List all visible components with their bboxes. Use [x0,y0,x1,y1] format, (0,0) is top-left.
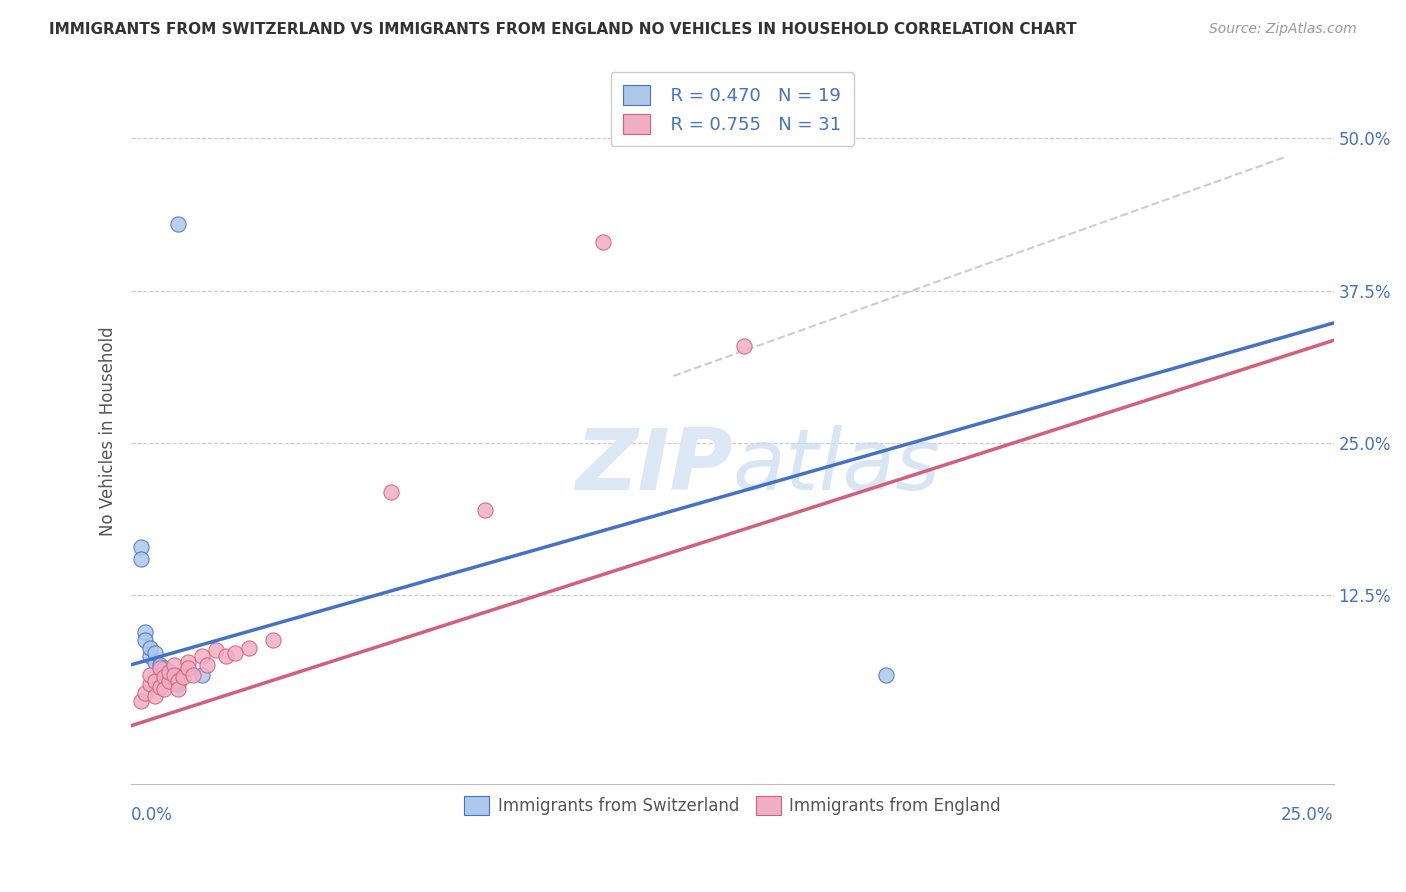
Point [157,665,180,679]
Point [148,657,170,672]
Point [262,633,284,648]
Point [153,682,176,697]
Point [181,667,204,681]
Text: ZIP: ZIP [575,425,733,508]
Point [592,235,614,249]
Point [163,657,186,672]
Point [148,667,170,681]
Point [172,670,194,684]
Point [143,690,166,704]
Point [139,677,162,691]
Point [238,640,260,655]
Point [177,656,200,670]
Point [139,640,162,655]
Point [214,649,236,664]
Point [157,673,180,688]
Point [153,661,176,675]
Point [139,649,162,664]
Text: Source: ZipAtlas.com: Source: ZipAtlas.com [1209,22,1357,37]
Point [163,670,186,684]
Point [129,540,152,554]
Point [153,670,176,684]
Text: IMMIGRANTS FROM SWITZERLAND VS IMMIGRANTS FROM ENGLAND NO VEHICLES IN HOUSEHOLD : IMMIGRANTS FROM SWITZERLAND VS IMMIGRANT… [49,22,1077,37]
Point [191,667,214,681]
Legend: Immigrants from Switzerland, Immigrants from England: Immigrants from Switzerland, Immigrants … [457,789,1007,822]
Point [733,338,755,352]
Point [143,656,166,670]
Point [167,217,190,231]
Point [139,667,162,681]
Point [191,649,214,664]
Point [134,633,156,648]
Text: atlas: atlas [733,425,941,508]
Point [875,667,897,681]
Text: 25.0%: 25.0% [1281,806,1333,824]
Point [380,484,402,499]
Point [157,673,180,688]
Text: 0.0%: 0.0% [131,806,173,824]
Point [134,686,156,700]
Point [167,667,190,681]
Point [148,661,170,675]
Point [148,680,170,694]
Point [143,673,166,688]
Point [224,646,246,660]
Point [177,661,200,675]
Point [167,673,190,688]
Point [129,694,152,708]
Point [157,665,180,679]
Point [163,667,186,681]
Point [134,624,156,639]
Point [205,643,228,657]
Point [167,677,190,691]
Point [129,551,152,566]
Point [143,646,166,660]
Point [474,503,496,517]
Point [153,670,176,684]
Point [167,682,190,697]
Point [195,657,218,672]
Y-axis label: No Vehicles in Household: No Vehicles in Household [100,326,117,535]
